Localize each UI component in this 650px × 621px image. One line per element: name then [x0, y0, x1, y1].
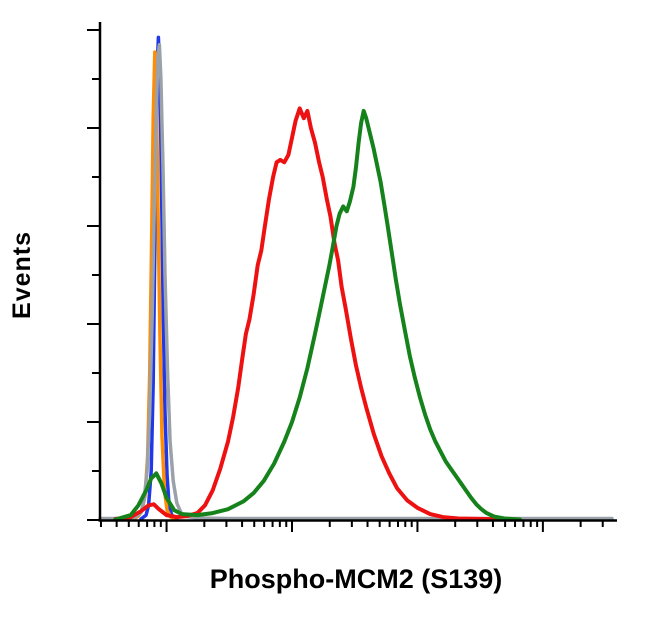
- curve-red-sample: [113, 106, 512, 522]
- curve-green-sample: [113, 108, 522, 522]
- x-axis-ticks: [99, 521, 604, 532]
- x-axis-label: Phospho-MCM2 (S139): [210, 564, 503, 594]
- y-axis-label: Events: [8, 231, 36, 319]
- curve-gray-control: [98, 42, 614, 521]
- curves-group: [98, 35, 614, 522]
- y-axis-ticks: [87, 29, 99, 521]
